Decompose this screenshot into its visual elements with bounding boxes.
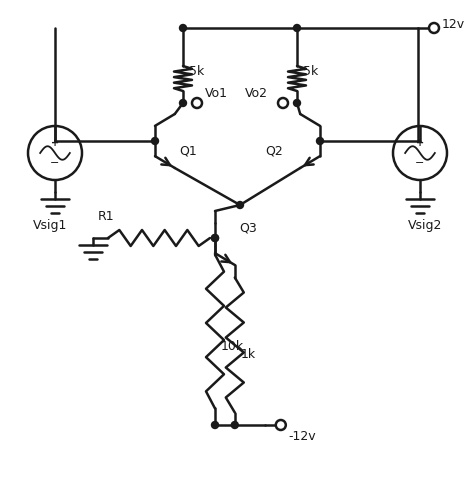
Circle shape	[211, 422, 218, 429]
Text: Vo2: Vo2	[245, 87, 268, 100]
Text: Vsig2: Vsig2	[408, 218, 442, 231]
Circle shape	[294, 25, 301, 32]
Circle shape	[180, 100, 187, 107]
Circle shape	[294, 100, 301, 107]
Text: +: +	[51, 138, 59, 148]
Text: −: −	[415, 158, 425, 169]
Circle shape	[316, 137, 323, 144]
Circle shape	[237, 202, 244, 209]
Text: 5k: 5k	[303, 64, 318, 77]
Text: Vo1: Vo1	[205, 87, 228, 100]
Circle shape	[211, 234, 218, 241]
Text: +: +	[416, 138, 424, 148]
Text: Q2: Q2	[265, 144, 283, 157]
Text: 1k: 1k	[241, 349, 256, 362]
Text: R1: R1	[98, 210, 114, 222]
Text: Q3: Q3	[239, 221, 256, 234]
Text: -12v: -12v	[289, 431, 316, 444]
Text: Vsig1: Vsig1	[33, 218, 67, 231]
Circle shape	[231, 422, 238, 429]
Text: 12v: 12v	[442, 18, 465, 31]
Text: 5k: 5k	[189, 64, 204, 77]
Circle shape	[152, 137, 159, 144]
Text: 10k: 10k	[221, 340, 244, 353]
Circle shape	[180, 25, 187, 32]
Circle shape	[211, 234, 218, 241]
Text: −: −	[50, 158, 60, 169]
Text: Q1: Q1	[179, 144, 197, 157]
